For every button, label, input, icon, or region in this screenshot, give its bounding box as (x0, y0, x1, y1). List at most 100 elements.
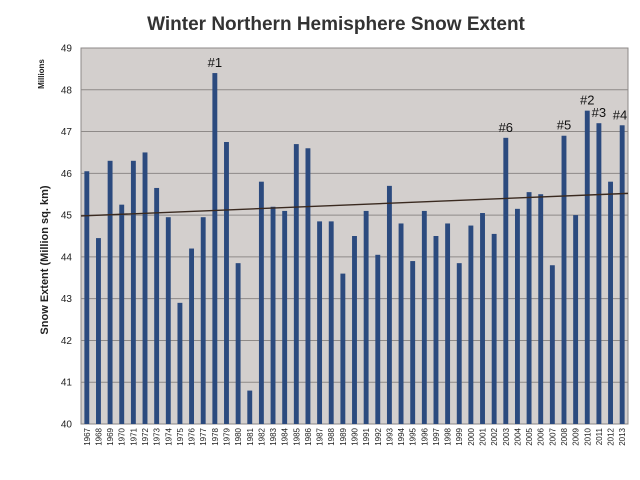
bar (561, 135, 567, 424)
x-tick-label: 1983 (269, 427, 278, 445)
x-tick-label: 1987 (316, 427, 325, 445)
rank-label: #2 (580, 93, 594, 108)
x-tick-label: 1998 (444, 427, 453, 445)
x-tick-label: 1991 (362, 427, 371, 445)
x-tick-label: 1971 (129, 427, 138, 445)
bar (619, 125, 625, 425)
bar (538, 194, 544, 424)
x-axis-ticks: 1967 1968 1969 1970 1971 1972 1973 1974 1975 1976… (83, 427, 627, 445)
x-tick-label: 1973 (153, 427, 162, 445)
x-tick-label: 2003 (502, 427, 511, 445)
x-tick-label: 1995 (409, 427, 418, 445)
bar (293, 144, 299, 425)
x-tick-label: 2010 (583, 427, 592, 445)
y-tick-label: 40 (61, 420, 73, 431)
x-tick-label: 1979 (222, 427, 231, 445)
x-tick-label: 1969 (106, 427, 115, 445)
y-tick-label: 42 (61, 336, 73, 347)
x-tick-label: 1999 (455, 427, 464, 445)
x-tick-label: 2004 (513, 427, 522, 445)
y-tick-label: 41 (61, 378, 73, 389)
y-tick-label: 47 (61, 127, 73, 138)
x-tick-label: 2013 (618, 427, 627, 445)
bar (386, 185, 392, 424)
x-tick-label: 1974 (164, 427, 173, 445)
x-tick-label: 1980 (234, 427, 243, 445)
bar (212, 73, 218, 425)
x-tick-label: 1967 (83, 427, 92, 445)
bar (224, 142, 229, 424)
bar (491, 233, 497, 424)
x-tick-label: 1988 (327, 427, 336, 445)
x-tick-label: 2011 (595, 427, 604, 445)
x-tick-label: 2009 (572, 427, 581, 445)
x-tick-label: 2007 (548, 427, 557, 445)
bar (165, 217, 171, 424)
bar (514, 208, 520, 424)
x-tick-label: 1986 (304, 427, 313, 445)
rank-label: #3 (592, 105, 606, 120)
bar (584, 110, 590, 425)
bar (445, 223, 451, 424)
bar (189, 248, 195, 424)
bar (433, 236, 439, 424)
x-tick-label: 2000 (467, 427, 476, 445)
bar (398, 223, 404, 424)
bar (142, 152, 148, 424)
x-tick-label: 1972 (141, 427, 150, 445)
x-tick-label: 1970 (118, 427, 127, 445)
x-tick-label: 1975 (176, 427, 185, 445)
rank-label: #1 (208, 55, 222, 70)
bar (235, 263, 241, 424)
bar (258, 181, 264, 424)
rank-label: #6 (499, 120, 513, 135)
bar (177, 302, 183, 424)
x-tick-label: 1996 (420, 427, 429, 445)
x-tick-label: 1990 (351, 427, 360, 445)
bar (363, 210, 369, 424)
y-axis-ticks: 40 41 42 43 44 45 46 47 48 49 (61, 44, 73, 431)
trend-line (80, 192, 629, 217)
rank-annotations: #1 #2#3 #4 #5 #6 (208, 55, 628, 135)
x-tick-label: 1976 (188, 427, 197, 445)
x-tick-label: 1994 (397, 427, 406, 445)
bar (247, 390, 253, 424)
bar (468, 225, 474, 424)
x-tick-label: 2012 (607, 427, 616, 445)
y-axis-label: Snow Extent (Million sq. km) (39, 185, 51, 334)
x-tick-label: 2005 (525, 427, 534, 445)
bar (317, 221, 323, 424)
bar (107, 160, 113, 425)
x-tick-label: 1984 (281, 427, 290, 445)
y-tick-label: 48 (61, 85, 73, 96)
bar (270, 206, 276, 424)
bar (421, 210, 427, 424)
bar (608, 181, 613, 424)
bar (596, 123, 602, 424)
rank-label: #4 (613, 107, 627, 122)
x-tick-label: 1978 (211, 427, 220, 445)
bar (340, 273, 346, 424)
x-tick-label: 1977 (199, 427, 208, 445)
bar (305, 148, 311, 424)
bar (410, 261, 416, 424)
bar (352, 236, 357, 424)
x-tick-label: 1981 (246, 427, 255, 445)
bar (549, 265, 555, 424)
bar (375, 254, 381, 424)
bar (328, 221, 334, 424)
bar (154, 187, 160, 424)
y-tick-label: 43 (61, 294, 73, 305)
bar (96, 238, 101, 424)
y-tick-label: 45 (61, 211, 73, 222)
x-tick-label: 1982 (257, 427, 266, 445)
bar (503, 137, 509, 425)
rank-label: #5 (557, 118, 571, 133)
x-tick-label: 2002 (490, 427, 499, 445)
bar (573, 215, 579, 424)
y-axis-units-label: Millions (37, 59, 46, 89)
bar (119, 204, 125, 424)
x-tick-label: 1989 (339, 427, 348, 445)
bar (130, 160, 136, 425)
